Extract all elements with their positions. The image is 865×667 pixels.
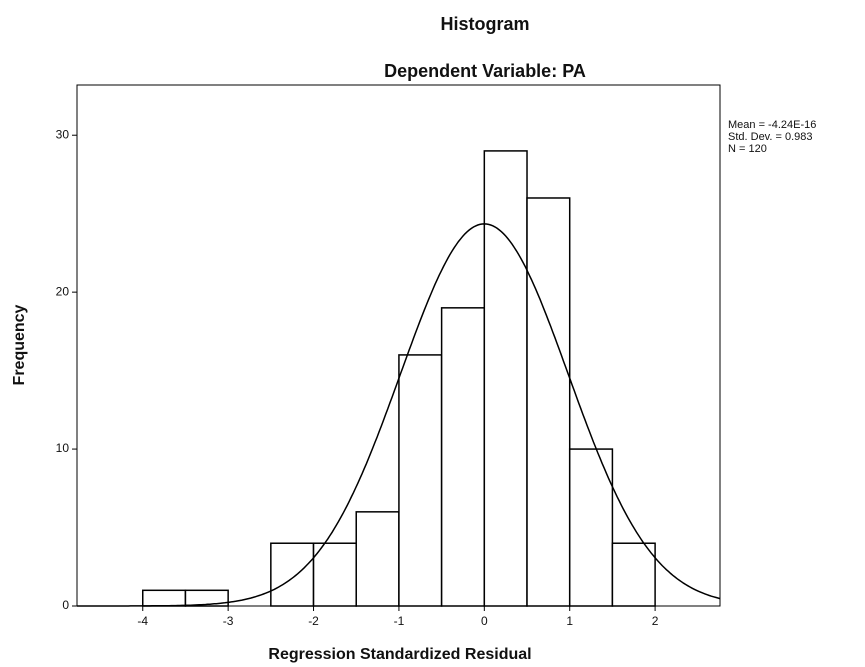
x-tick-label: -2 [308,614,319,628]
y-tick-label: 10 [56,441,70,455]
chart-subtitle: Dependent Variable: PA [384,61,586,81]
x-tick-label: -3 [223,614,234,628]
x-tick-label: -1 [394,614,405,628]
y-tick-label: 20 [56,284,70,298]
x-tick-label: 2 [652,614,659,628]
bar [484,151,527,606]
bar [527,198,570,606]
y-axis-title: Frequency [11,304,28,385]
bar [314,543,357,606]
stat-label: N = 120 [728,143,767,155]
bar [442,308,485,606]
stat-label: Mean = -4.24E-16 [728,119,816,131]
bar [612,543,655,606]
bar [356,512,399,606]
x-tick-label: 1 [566,614,573,628]
chart: Histogram Dependent Variable: PA Regress… [0,0,865,667]
bar [399,355,442,606]
x-tick-label: -4 [137,614,148,628]
x-tick-label: 0 [481,614,488,628]
y-tick-label: 30 [56,127,70,141]
chart-title: Histogram [440,14,529,34]
x-axis-title: Regression Standardized Residual [268,646,531,663]
bar [271,543,314,606]
stat-label: Std. Dev. = 0.983 [728,131,813,143]
y-tick-label: 0 [62,598,69,612]
bar [143,590,186,606]
